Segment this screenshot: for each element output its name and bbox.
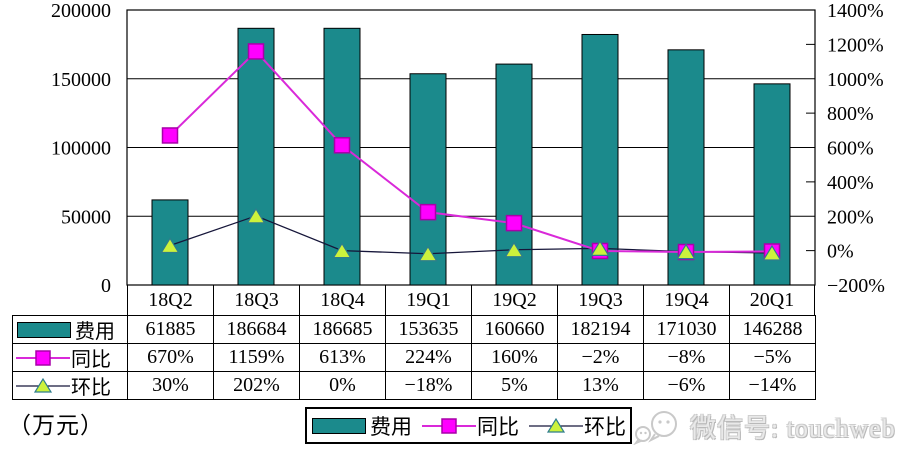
watermark-text: 微信号: touchweb: [690, 414, 896, 443]
legend-label: 环比: [584, 414, 626, 439]
qoq-marker-19Q1: [418, 245, 438, 262]
qoq-series-key: [529, 417, 583, 433]
table-cell: 153635: [386, 316, 472, 344]
right-axis-label: 600%: [827, 138, 874, 160]
expense-series-key: [17, 321, 71, 338]
qoq-marker-19Q2: [504, 241, 524, 258]
table-cell: 1159%: [214, 344, 300, 372]
x-axis-label-18Q4: 18Q4: [299, 285, 385, 315]
legend-item-expense: 费用: [311, 411, 412, 441]
table-cell: 182194: [558, 316, 644, 344]
qoq-marker-19Q4: [676, 243, 696, 260]
x-axis-labels: 18Q2 18Q3 18Q4 19Q1 19Q2 19Q3 19Q4 20Q1: [127, 285, 815, 315]
data-table: 费用 61885 186684 186685 153635 160660 182194 171…: [12, 315, 816, 400]
table-cell: −14%: [730, 372, 816, 400]
table-cell: −5%: [730, 344, 816, 372]
table-cell: 30%: [128, 372, 214, 400]
table-row-label: 同比: [13, 344, 128, 372]
bar-18Q4: [323, 27, 361, 286]
left-axis-label: 150000: [51, 69, 111, 91]
table-row-label: 环比: [13, 372, 128, 400]
table-cell: 171030: [644, 316, 730, 344]
bar-18Q3: [237, 27, 275, 286]
expense-series-key: [312, 417, 366, 434]
right-axis-label: −200%: [827, 275, 885, 297]
qoq-marker-18Q4: [332, 242, 352, 259]
legend-item-qoq: 环比: [529, 411, 626, 441]
qoq-series-key: [16, 377, 70, 393]
left-axis-label: 0: [101, 275, 111, 297]
x-axis-label-19Q4: 19Q4: [643, 285, 729, 315]
table-cell: 0%: [300, 372, 386, 400]
right-axis-label: 800%: [827, 103, 874, 125]
table-cell: 186684: [214, 316, 300, 344]
table-cell: 160%: [472, 344, 558, 372]
table-cell: −6%: [644, 372, 730, 400]
x-axis-label-19Q1: 19Q1: [385, 285, 471, 315]
table-cell: −18%: [386, 372, 472, 400]
yoy-series-key: [422, 417, 476, 434]
left-axis-label: 50000: [61, 206, 111, 228]
row-label-text: 环比: [71, 377, 111, 399]
legend-label: 费用: [370, 414, 412, 439]
yoy-marker-18Q4: [333, 137, 351, 154]
qoq-marker-20Q1: [762, 244, 782, 261]
yoy-line: [169, 49, 773, 254]
table-cell: 202%: [214, 372, 300, 400]
wechat-icon: [633, 410, 677, 445]
bar-19Q4: [667, 49, 705, 286]
right-axis-label: 1000%: [827, 69, 884, 91]
right-axis-label: 1400%: [827, 0, 884, 22]
right-axis-label: 1200%: [827, 34, 884, 56]
watermark: 微信号: touchweb: [633, 408, 896, 445]
qoq-marker-18Q3: [246, 207, 266, 224]
legend-label: 同比: [477, 414, 519, 439]
qoq-marker-18Q2: [160, 237, 180, 254]
x-axis-label-18Q3: 18Q3: [213, 285, 299, 315]
table-cell: 613%: [300, 344, 386, 372]
x-axis-label-20Q1: 20Q1: [729, 285, 815, 315]
table-cell: 160660: [472, 316, 558, 344]
yoy-marker-18Q2: [161, 127, 179, 144]
table-cell: 670%: [128, 344, 214, 372]
x-axis-label-19Q2: 19Q2: [471, 285, 557, 315]
left-axis-label: 200000: [51, 0, 111, 22]
right-axis-label: 200%: [827, 206, 874, 228]
table-cell: −8%: [644, 344, 730, 372]
yoy-marker-19Q2: [505, 214, 523, 232]
yoy-series-key: [16, 349, 70, 366]
yoy-marker-18Q3: [247, 43, 265, 60]
table-cell: 5%: [472, 372, 558, 400]
legend-item-yoy: 同比: [422, 411, 519, 441]
row-label-text: 同比: [71, 349, 111, 371]
table-cell: 13%: [558, 372, 644, 400]
table-row-label: 费用: [13, 316, 128, 344]
unit-label: （万元）: [8, 413, 104, 438]
table-cell: 61885: [128, 316, 214, 344]
x-axis-label-18Q2: 18Q2: [127, 285, 213, 315]
right-axis-label: 0%: [827, 241, 854, 263]
qoq-marker-19Q3: [590, 240, 610, 256]
x-axis-label-19Q3: 19Q3: [557, 285, 643, 315]
left-axis-label: 100000: [51, 138, 111, 160]
table-cell: 146288: [730, 316, 816, 344]
table-cell: 224%: [386, 344, 472, 372]
row-label-text: 费用: [75, 321, 115, 343]
yoy-marker-19Q1: [419, 203, 437, 221]
right-axis-label: 400%: [827, 172, 874, 194]
table-cell: −2%: [558, 344, 644, 372]
combo-chart-plot: 200000 150000 100000 50000 0 1400% 1200% 1000% 8…: [51, 0, 885, 297]
table-cell: 186685: [300, 316, 386, 344]
legend: 费用 同比 环比: [305, 407, 632, 444]
